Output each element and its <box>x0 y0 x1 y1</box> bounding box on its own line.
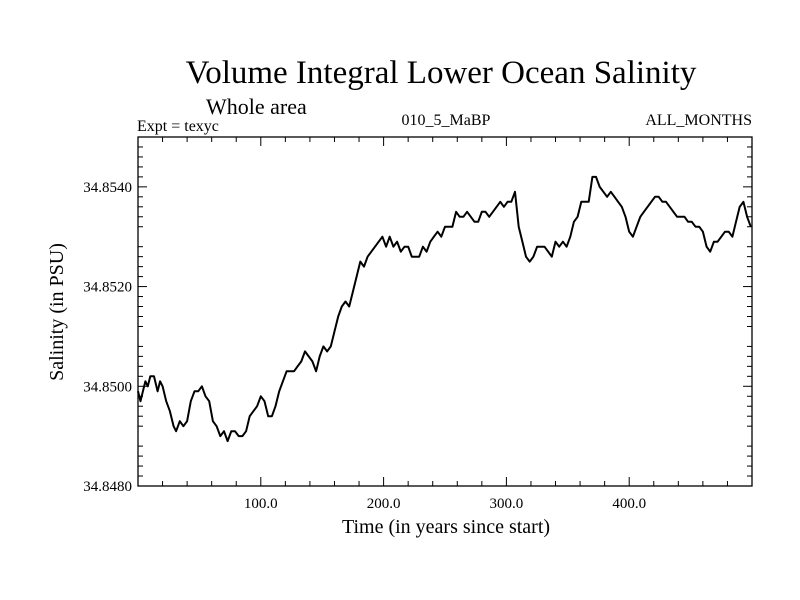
x-tick-label: 400.0 <box>612 496 646 512</box>
plot-area: 100.0 200.0 300.0 400.0 34.8480 34.8500 34.852… <box>83 137 752 512</box>
y-tick-label: 34.8500 <box>83 379 132 395</box>
x-tick-label: 200.0 <box>367 496 401 512</box>
y-axis-label: Salinity (in PSU) <box>46 243 68 381</box>
chart-subtitle: Whole area <box>206 94 307 119</box>
plot-frame <box>137 136 753 487</box>
x-tick-label: 100.0 <box>244 496 278 512</box>
y-tick-label: 34.8540 <box>83 180 132 196</box>
y-tick-label: 34.8520 <box>83 280 132 296</box>
header-left-label: Expt = texyc <box>137 118 219 135</box>
header-right-label: ALL_MONTHS <box>645 112 752 129</box>
salinity-series-line <box>137 175 752 443</box>
chart-title: Volume Integral Lower Ocean Salinity <box>186 55 697 91</box>
x-tick-label: 300.0 <box>490 496 524 512</box>
y-tick-label: 34.8480 <box>83 479 132 495</box>
header-center-label: 010_5_MaBP <box>402 112 491 129</box>
x-axis-label: Time (in years since start) <box>342 516 550 538</box>
